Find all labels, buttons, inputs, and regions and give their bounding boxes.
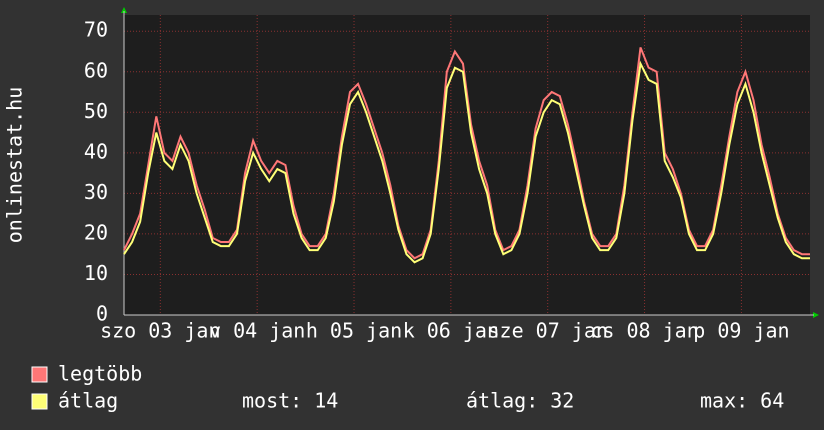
- stat-value: 14: [314, 389, 338, 413]
- plot-area: [124, 15, 810, 315]
- axis-arrow: [813, 312, 819, 318]
- data-line: [123, 60, 810, 264]
- x-tick-label: p 09 jan: [693, 319, 789, 343]
- x-tick-label: k 06 jan: [403, 319, 499, 343]
- x-tick-label: szo 03 jan: [100, 319, 220, 343]
- y-tick-label: 0: [96, 302, 108, 326]
- legend-swatch: [31, 366, 48, 383]
- y-tick-label: 70: [84, 18, 108, 42]
- y-tick-label: 20: [84, 220, 108, 244]
- y-tick-label: 30: [84, 180, 108, 204]
- legend-label: legtöbb: [58, 362, 142, 386]
- x-tick-label: v 04 jan: [209, 319, 305, 343]
- axis-arrow: [121, 7, 127, 13]
- legend-label: átlag: [58, 389, 118, 413]
- y-tick-label: 60: [84, 58, 108, 82]
- stat-label: átlag:: [466, 389, 538, 413]
- x-tick-label: sze 07 jan: [487, 319, 607, 343]
- legend-swatch: [31, 393, 48, 410]
- stat-value: 64: [760, 389, 784, 413]
- stat-value: 32: [550, 389, 574, 413]
- y-tick-label: 50: [84, 99, 108, 123]
- y-tick-label: 40: [84, 139, 108, 163]
- stat-label: most:: [242, 389, 302, 413]
- y-tick-label: 10: [84, 261, 108, 285]
- x-tick-label: cs 08 jan: [590, 319, 698, 343]
- stat-label: max:: [700, 389, 748, 413]
- y-axis-label: onlinestat.hu: [3, 87, 27, 244]
- x-tick-label: h 05 jan: [306, 319, 402, 343]
